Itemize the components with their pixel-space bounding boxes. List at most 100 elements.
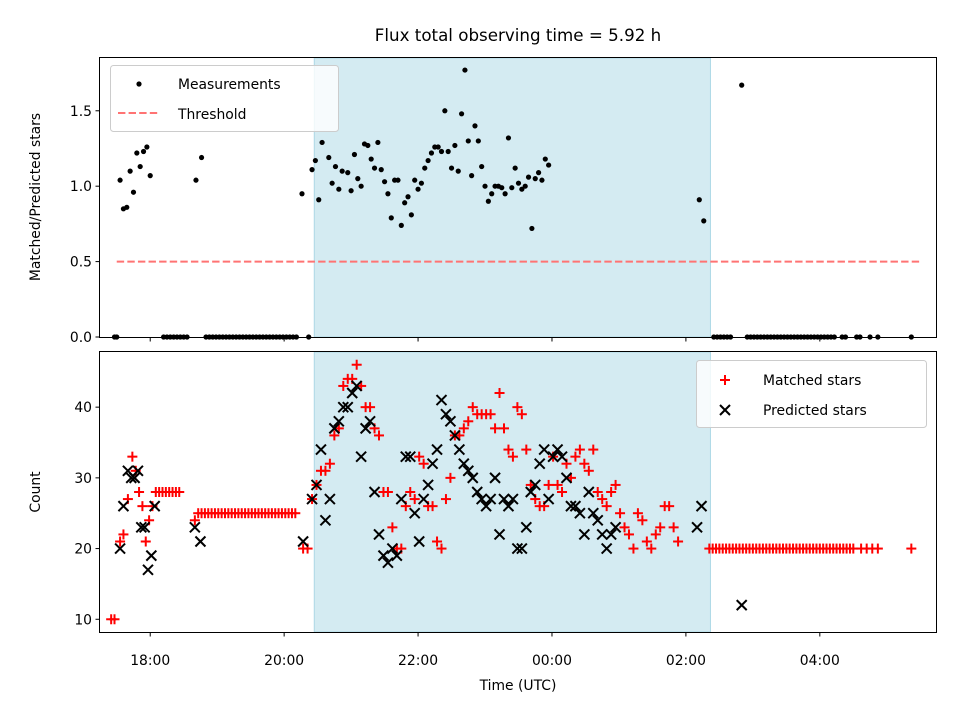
measurement-point [147, 173, 153, 179]
measurement-point [127, 168, 133, 174]
measurement-point [137, 163, 143, 170]
predicted-star-point [551, 443, 564, 456]
matched-star-point [365, 402, 376, 413]
measurement-point [435, 144, 441, 150]
measurement-point [485, 198, 491, 204]
matched-star-point [490, 423, 501, 434]
measurement-point [522, 183, 528, 189]
predicted-star-point [138, 521, 151, 534]
matched-star-point [382, 487, 393, 497]
top-legend: Measurements Threshold [110, 65, 339, 132]
predicted-star-point [333, 415, 345, 428]
predicted-star-point [297, 535, 309, 548]
predicted-star-point [525, 486, 537, 498]
predicted-star-point [337, 401, 349, 413]
measurement-point [385, 191, 391, 197]
predicted-star-point [560, 472, 573, 484]
measurement-point [371, 165, 378, 171]
predicted-star-point [583, 486, 595, 498]
measurement-point [509, 185, 515, 191]
measurement-point [415, 186, 421, 192]
predicted-star-point [695, 500, 708, 512]
bottom-legend-frame [696, 360, 927, 428]
predicted-star-point [475, 493, 488, 505]
matched-star-point [588, 444, 599, 455]
matched-star-point [115, 536, 126, 547]
measurement-point [515, 180, 522, 186]
matched-star-point [387, 522, 398, 533]
predicted-star-point [493, 528, 506, 541]
predicted-star-point [368, 486, 381, 498]
measurement-point [140, 148, 147, 155]
predicted-star-point [565, 500, 577, 512]
predicted-star-point [382, 556, 394, 569]
predicted-star-point [484, 493, 497, 505]
predicted-star-point [574, 507, 586, 519]
measurement-point [505, 135, 512, 141]
bottom-plot-frame [99, 351, 937, 633]
predicted-star-point [359, 422, 372, 435]
predicted-star-point [373, 528, 385, 541]
predicted-star-point [440, 408, 452, 420]
matched-star-point [632, 508, 643, 519]
top-plot-area [111, 57, 921, 340]
matched-star-point [189, 515, 200, 526]
measurement-point [351, 151, 358, 158]
predicted-star-point [194, 535, 207, 548]
predicted-star-point [135, 521, 147, 534]
matched-star-point [668, 522, 679, 533]
predicted-star-point [189, 521, 201, 534]
predicted-star-point [471, 486, 483, 498]
predicted-star-point [426, 458, 439, 470]
predicted-star-point [516, 542, 528, 555]
matched-star-point [646, 543, 657, 554]
predicted-star-point [453, 443, 466, 456]
predicted-star-point [310, 479, 323, 491]
matched-star-point [583, 465, 594, 476]
top-y-tick-label: 0.5 [70, 255, 92, 271]
top-legend-frame [110, 65, 339, 132]
measurement-point [428, 150, 435, 156]
matched-star-point [597, 494, 608, 505]
predicted-star-point [444, 415, 457, 428]
predicted-star-point [409, 507, 421, 519]
legend-measurement-marker [136, 81, 142, 87]
matched-star-point [174, 487, 185, 497]
predicted-star-point [569, 500, 582, 512]
measurement-point [739, 82, 745, 88]
matched-star-point [601, 501, 612, 512]
measurement-point [422, 165, 428, 171]
predicted-star-point [609, 521, 622, 534]
matched-star-point [606, 487, 617, 497]
matched-star-point [610, 479, 621, 490]
top-y-tick-label: 1.0 [70, 179, 92, 195]
measurement-point [117, 177, 123, 183]
matched-star-point [338, 380, 349, 391]
bottom-y-tick-label: 40 [74, 400, 92, 416]
measurement-point [539, 177, 545, 183]
measurement-point [398, 222, 404, 228]
bottom-x-axis: 18:00 20:00 22:00 00:00 02:00 04:00 [130, 632, 840, 669]
predicted-star-point [489, 472, 501, 484]
matched-star-point [521, 444, 532, 455]
measurement-point [326, 154, 332, 161]
predicted-star-point [355, 450, 367, 463]
matched-star-point [440, 494, 451, 505]
predicted-star-point [507, 493, 519, 505]
legend-matched-marker [720, 375, 730, 385]
measurement-point [502, 191, 508, 197]
top-y-axis-label: Matched/Predicted stars [28, 113, 44, 281]
predicted-star-point [533, 458, 546, 470]
matched-star-point [405, 487, 416, 497]
measurement-point [442, 108, 448, 114]
predicted-star-point [431, 443, 443, 456]
measurement-point [445, 148, 451, 155]
matched-star-point [418, 458, 429, 469]
measurement-point [144, 144, 150, 150]
predicted-star-point [435, 394, 448, 406]
predicted-star-point [502, 500, 515, 512]
predicted-star-point [605, 528, 617, 541]
matched-star-point [507, 451, 518, 462]
matched-star-point [127, 451, 138, 462]
measurement-point [525, 174, 532, 180]
